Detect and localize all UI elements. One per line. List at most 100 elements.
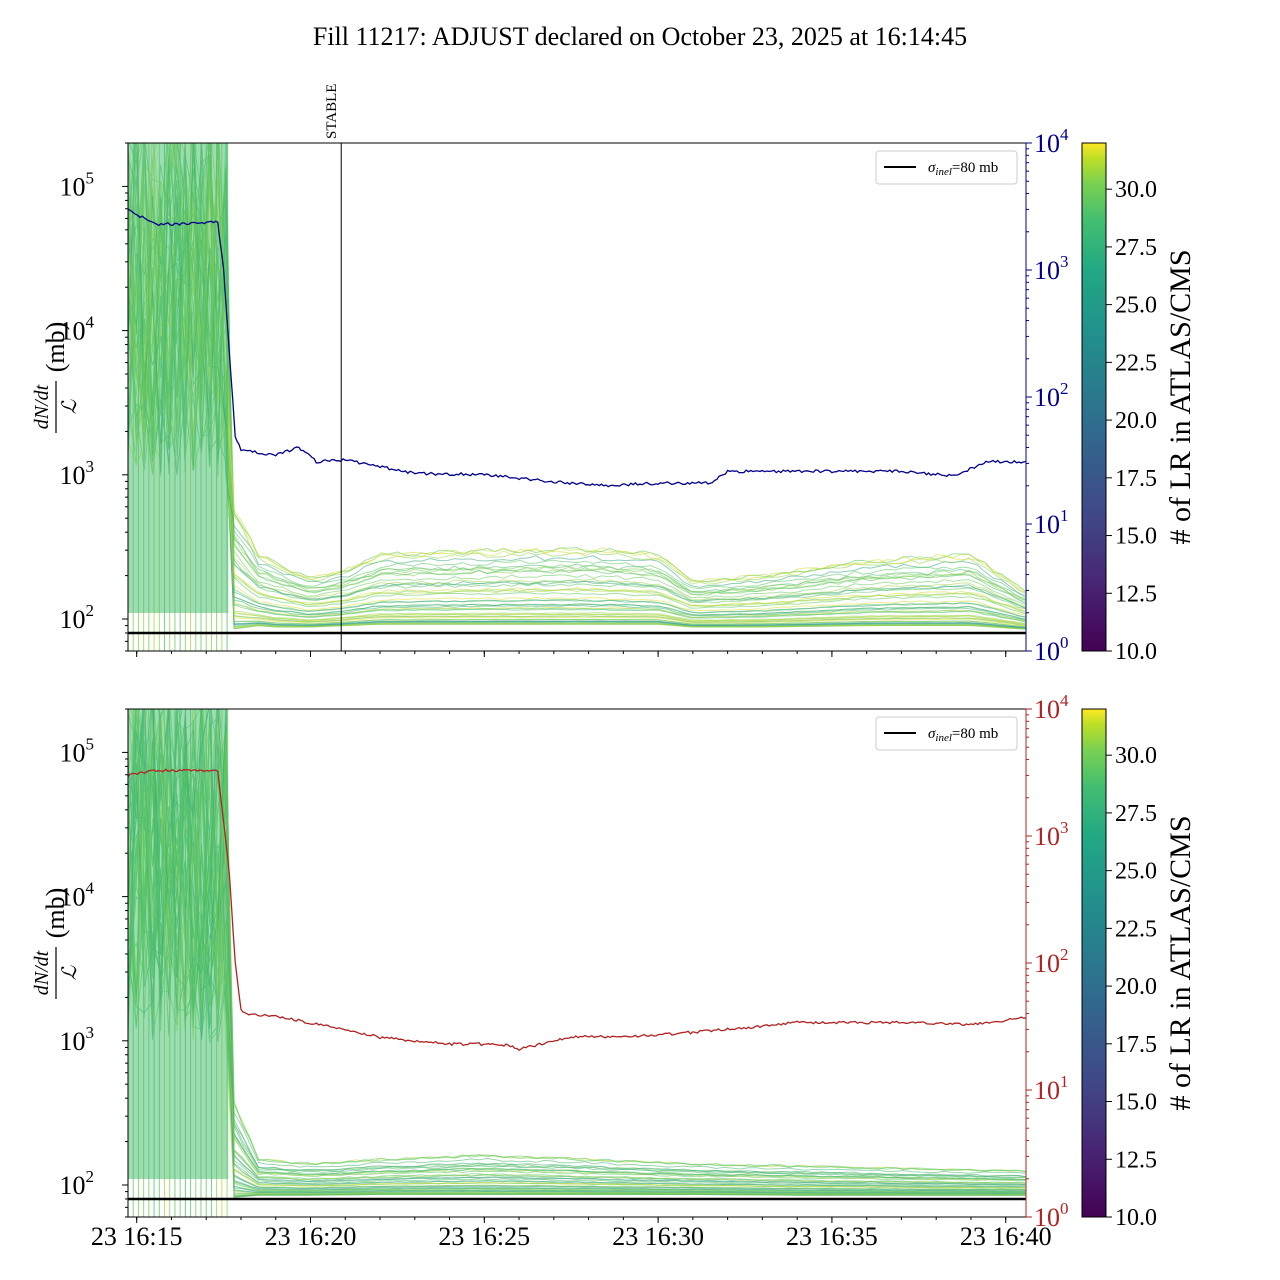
- lr-line: [128, 722, 1026, 1173]
- lr-line: [128, 143, 1026, 621]
- colorbar-tick-label: 17.5: [1115, 466, 1157, 492]
- right-ytick-label: 101: [1034, 1072, 1069, 1105]
- right-ytick-exp: 1: [1060, 506, 1069, 525]
- top-ylabel-num: dN/dt: [31, 384, 53, 429]
- bottom-colorbar: 10.0 12.5 15.0 17.5 20.0 22.5 25.0 27.5 30.0 # o…: [1081, 708, 1197, 1231]
- lr-line: [128, 143, 1026, 610]
- lr-line: [128, 709, 1026, 1178]
- lr-line: [128, 709, 1026, 1189]
- right-ytick-label: 103: [1034, 818, 1069, 851]
- legend-sigma-sub: inel: [935, 166, 952, 178]
- lr-line: [128, 752, 1026, 1195]
- bottom-series-group: [128, 768, 1026, 1201]
- lr-line: [128, 143, 1026, 604]
- colorbar-tick-label: 30.0: [1115, 177, 1157, 203]
- lr-line: [128, 713, 1026, 1174]
- right-ytick-label: 104: [1034, 691, 1069, 724]
- lr-line: [128, 143, 1026, 618]
- right-ytick-exp: 3: [1060, 818, 1069, 837]
- lr-line: [128, 773, 1026, 1195]
- lr-line: [128, 168, 1026, 619]
- lr-line: [128, 143, 1026, 599]
- lr-line: [128, 709, 1026, 1191]
- chart-title: Fill 11217: ADJUST declared on October 2…: [313, 22, 967, 51]
- lr-line: [128, 757, 1026, 1195]
- colorbar-tick-label: 20.0: [1115, 974, 1157, 1000]
- top-legend-label: σinel=80 mb: [928, 160, 998, 178]
- colorbar-tick-label: 10.0: [1115, 1205, 1157, 1231]
- lr-line: [128, 741, 1026, 1198]
- top-colorbar-label: # of LR in ATLAS/CMS: [1164, 249, 1197, 544]
- lr-line: [128, 143, 1026, 630]
- lr-line: [128, 143, 1026, 597]
- lr-line: [128, 143, 1026, 626]
- lr-line: [128, 709, 1026, 1191]
- lr-line: [128, 143, 1026, 603]
- left-ytick-exp: 2: [86, 601, 95, 620]
- colorbar-tick-label: 25.0: [1115, 293, 1157, 319]
- lr-line: [128, 143, 1026, 628]
- xtick-label: 23 16:40: [960, 1222, 1052, 1251]
- lr-line: [128, 725, 1026, 1189]
- colorbar-tick-label: 15.0: [1115, 1090, 1157, 1116]
- lr-line: [128, 709, 1026, 1178]
- lr-line: [128, 143, 1026, 629]
- right-ytick-label: 100: [1034, 633, 1069, 666]
- colorbar-tick-label: 27.5: [1115, 801, 1157, 827]
- left-ytick-label: 102: [60, 601, 95, 634]
- legend-sigma-sub-b: inel: [935, 732, 952, 744]
- lr-line: [128, 162, 1026, 622]
- lr-line: [128, 143, 1026, 595]
- top-legend-box: [875, 150, 1018, 185]
- bottom-legend-box: [875, 716, 1018, 751]
- right-ytick-exp: 0: [1060, 1199, 1069, 1218]
- legend-sigma-b: σ: [928, 726, 936, 742]
- lr-line: [128, 709, 1026, 1172]
- xtick-label: 23 16:15: [91, 1222, 183, 1251]
- lr-line: [128, 709, 1026, 1188]
- left-ytick-exp: 2: [86, 1167, 95, 1186]
- right-ytick-label: 104: [1034, 125, 1069, 158]
- bottom-ylabel-den: ℒ: [59, 965, 81, 980]
- stable-annotation: STABLE: [324, 84, 340, 139]
- lr-dense-region: [128, 709, 229, 1179]
- lr-line: [128, 219, 1026, 606]
- top-colorbar: 10.0 12.5 15.0 17.5 20.0 22.5 25.0 27.5 30.0 # o…: [1081, 142, 1197, 665]
- top-colorbar-gradient: [1081, 142, 1107, 652]
- colorbar-tick-label: 12.5: [1115, 1147, 1157, 1173]
- lr-line: [128, 714, 1026, 1179]
- left-ytick-label: 105: [60, 734, 95, 767]
- right-axis-series-line: [128, 768, 1026, 1051]
- left-ytick-label: 103: [60, 1023, 95, 1056]
- bottom-legend-label: σinel=80 mb: [928, 726, 998, 744]
- lr-line: [128, 728, 1026, 1187]
- left-ytick-exp: 4: [86, 879, 95, 898]
- left-ytick-exp: 3: [86, 1023, 95, 1042]
- lr-line: [138, 709, 1026, 1192]
- legend-sigma-value-b: =80 mb: [952, 726, 998, 742]
- lr-line: [128, 709, 1026, 1179]
- bottom-ylabel-num: dN/dt: [31, 950, 53, 995]
- left-ytick-label: 105: [60, 168, 95, 201]
- right-ytick-exp: 2: [1060, 945, 1069, 964]
- lr-line: [128, 143, 1026, 610]
- right-ytick-exp: 2: [1060, 379, 1069, 398]
- bottom-legend: σinel=80 mb: [875, 716, 1018, 751]
- bottom-ylabel-unit: (mb): [41, 888, 70, 939]
- colorbar-tick-label: 17.5: [1115, 1032, 1157, 1058]
- lr-line: [128, 709, 1026, 1193]
- lr-line: [128, 178, 1026, 594]
- lr-line: [128, 143, 1026, 601]
- lr-line: [128, 709, 1026, 1192]
- right-ytick-exp: 4: [1060, 691, 1069, 710]
- lr-line: [128, 156, 1026, 613]
- lr-line: [128, 143, 1026, 627]
- bottom-ylabel: dN/dt ℒ (mb): [31, 888, 81, 999]
- bottom-colorbar-label: # of LR in ATLAS/CMS: [1164, 815, 1197, 1110]
- colorbar-tick-label: 12.5: [1115, 581, 1157, 607]
- bottom-lr-band: [128, 709, 1026, 1217]
